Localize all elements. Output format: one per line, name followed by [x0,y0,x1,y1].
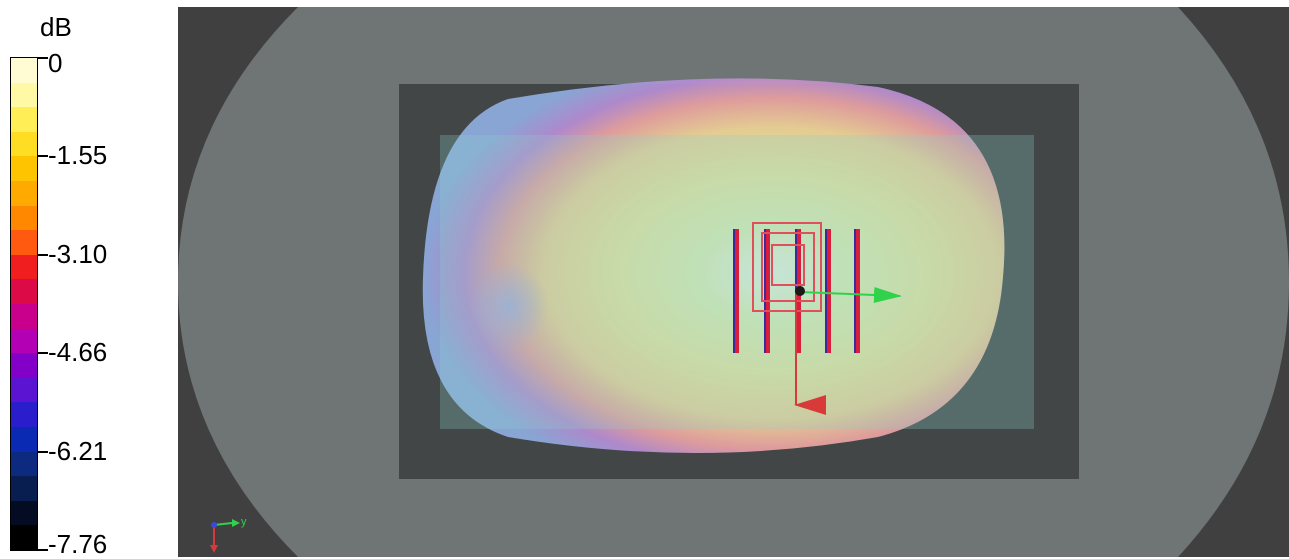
colorbar-swatch [11,279,37,305]
legend-tick-label: -1.55 [48,140,108,171]
legend-tick-label: -3.10 [48,238,108,269]
colorbar-swatch [11,525,37,551]
colorbar-swatch [11,131,37,157]
colorbar-swatch [11,107,37,133]
field-low-region [468,262,548,352]
colorbar-swatch [11,377,37,403]
colorbar-swatch [11,328,37,354]
legend-tick [38,549,48,551]
colorbar-swatch [11,58,37,83]
legend-tick [38,253,48,256]
legend-tick-label: -4.66 [48,337,108,368]
colorbar-swatch [11,500,37,526]
colorbar-swatch [11,82,37,108]
legend-unit: dB [40,12,72,42]
colorbar-swatch [11,353,37,379]
legend-tick [38,352,48,355]
colorbar [10,57,38,551]
colorbar-swatch [11,402,37,428]
legend-tick [38,57,48,59]
colorbar-swatch [11,181,37,206]
colorbar-swatch [11,304,37,329]
color-legend: dB 0 -1.55 -3.10 -4.66 -6.21 -7.76 [0,0,178,557]
legend-tick-label: 0 [48,48,63,78]
colorbar-swatch [11,205,37,231]
colorbar-swatch [11,156,37,182]
axis-y-label: y [241,516,247,528]
legend-tick [38,155,48,158]
colorbar-swatch [11,254,37,280]
field-distribution [422,78,1005,453]
colorbar-swatch [11,451,37,477]
colorbar-swatch [11,230,37,256]
legend-tick-label: -6.21 [48,435,108,466]
colorbar-swatch [11,476,37,502]
legend-tick [38,450,48,453]
axis-triad-icon: y [210,516,247,553]
colorbar-swatch [11,427,37,452]
field-plot: y [178,7,1289,557]
legend-tick-label: -7.76 [48,529,108,559]
3d-viewport[interactable]: y [178,7,1289,557]
local-axes [794,286,902,415]
